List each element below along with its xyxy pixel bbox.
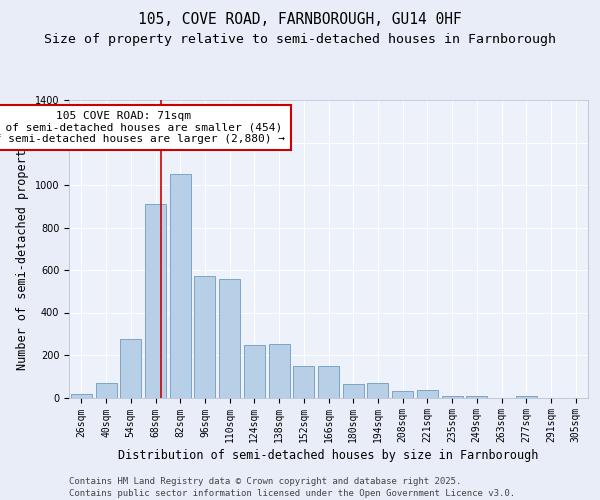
Bar <box>417 390 438 398</box>
Bar <box>392 391 413 398</box>
Bar <box>516 396 537 398</box>
Text: Contains HM Land Registry data © Crown copyright and database right 2025.: Contains HM Land Registry data © Crown c… <box>69 478 461 486</box>
Text: Size of property relative to semi-detached houses in Farnborough: Size of property relative to semi-detach… <box>44 32 556 46</box>
Bar <box>318 366 339 398</box>
Bar <box>170 174 191 398</box>
Bar <box>343 384 364 398</box>
Bar <box>269 344 290 398</box>
Bar <box>95 382 116 398</box>
X-axis label: Distribution of semi-detached houses by size in Farnborough: Distribution of semi-detached houses by … <box>118 450 539 462</box>
Bar <box>145 204 166 398</box>
Bar <box>244 346 265 398</box>
Bar <box>120 339 141 398</box>
Y-axis label: Number of semi-detached properties: Number of semi-detached properties <box>16 128 29 370</box>
Bar <box>194 276 215 398</box>
Text: 105 COVE ROAD: 71sqm
← 13% of semi-detached houses are smaller (454)
86% of semi: 105 COVE ROAD: 71sqm ← 13% of semi-detac… <box>0 111 286 144</box>
Text: 105, COVE ROAD, FARNBOROUGH, GU14 0HF: 105, COVE ROAD, FARNBOROUGH, GU14 0HF <box>138 12 462 28</box>
Bar <box>367 382 388 398</box>
Bar <box>466 396 487 398</box>
Bar <box>293 366 314 398</box>
Bar <box>71 394 92 398</box>
Text: Contains public sector information licensed under the Open Government Licence v3: Contains public sector information licen… <box>69 489 515 498</box>
Bar <box>442 396 463 398</box>
Bar <box>219 278 240 398</box>
